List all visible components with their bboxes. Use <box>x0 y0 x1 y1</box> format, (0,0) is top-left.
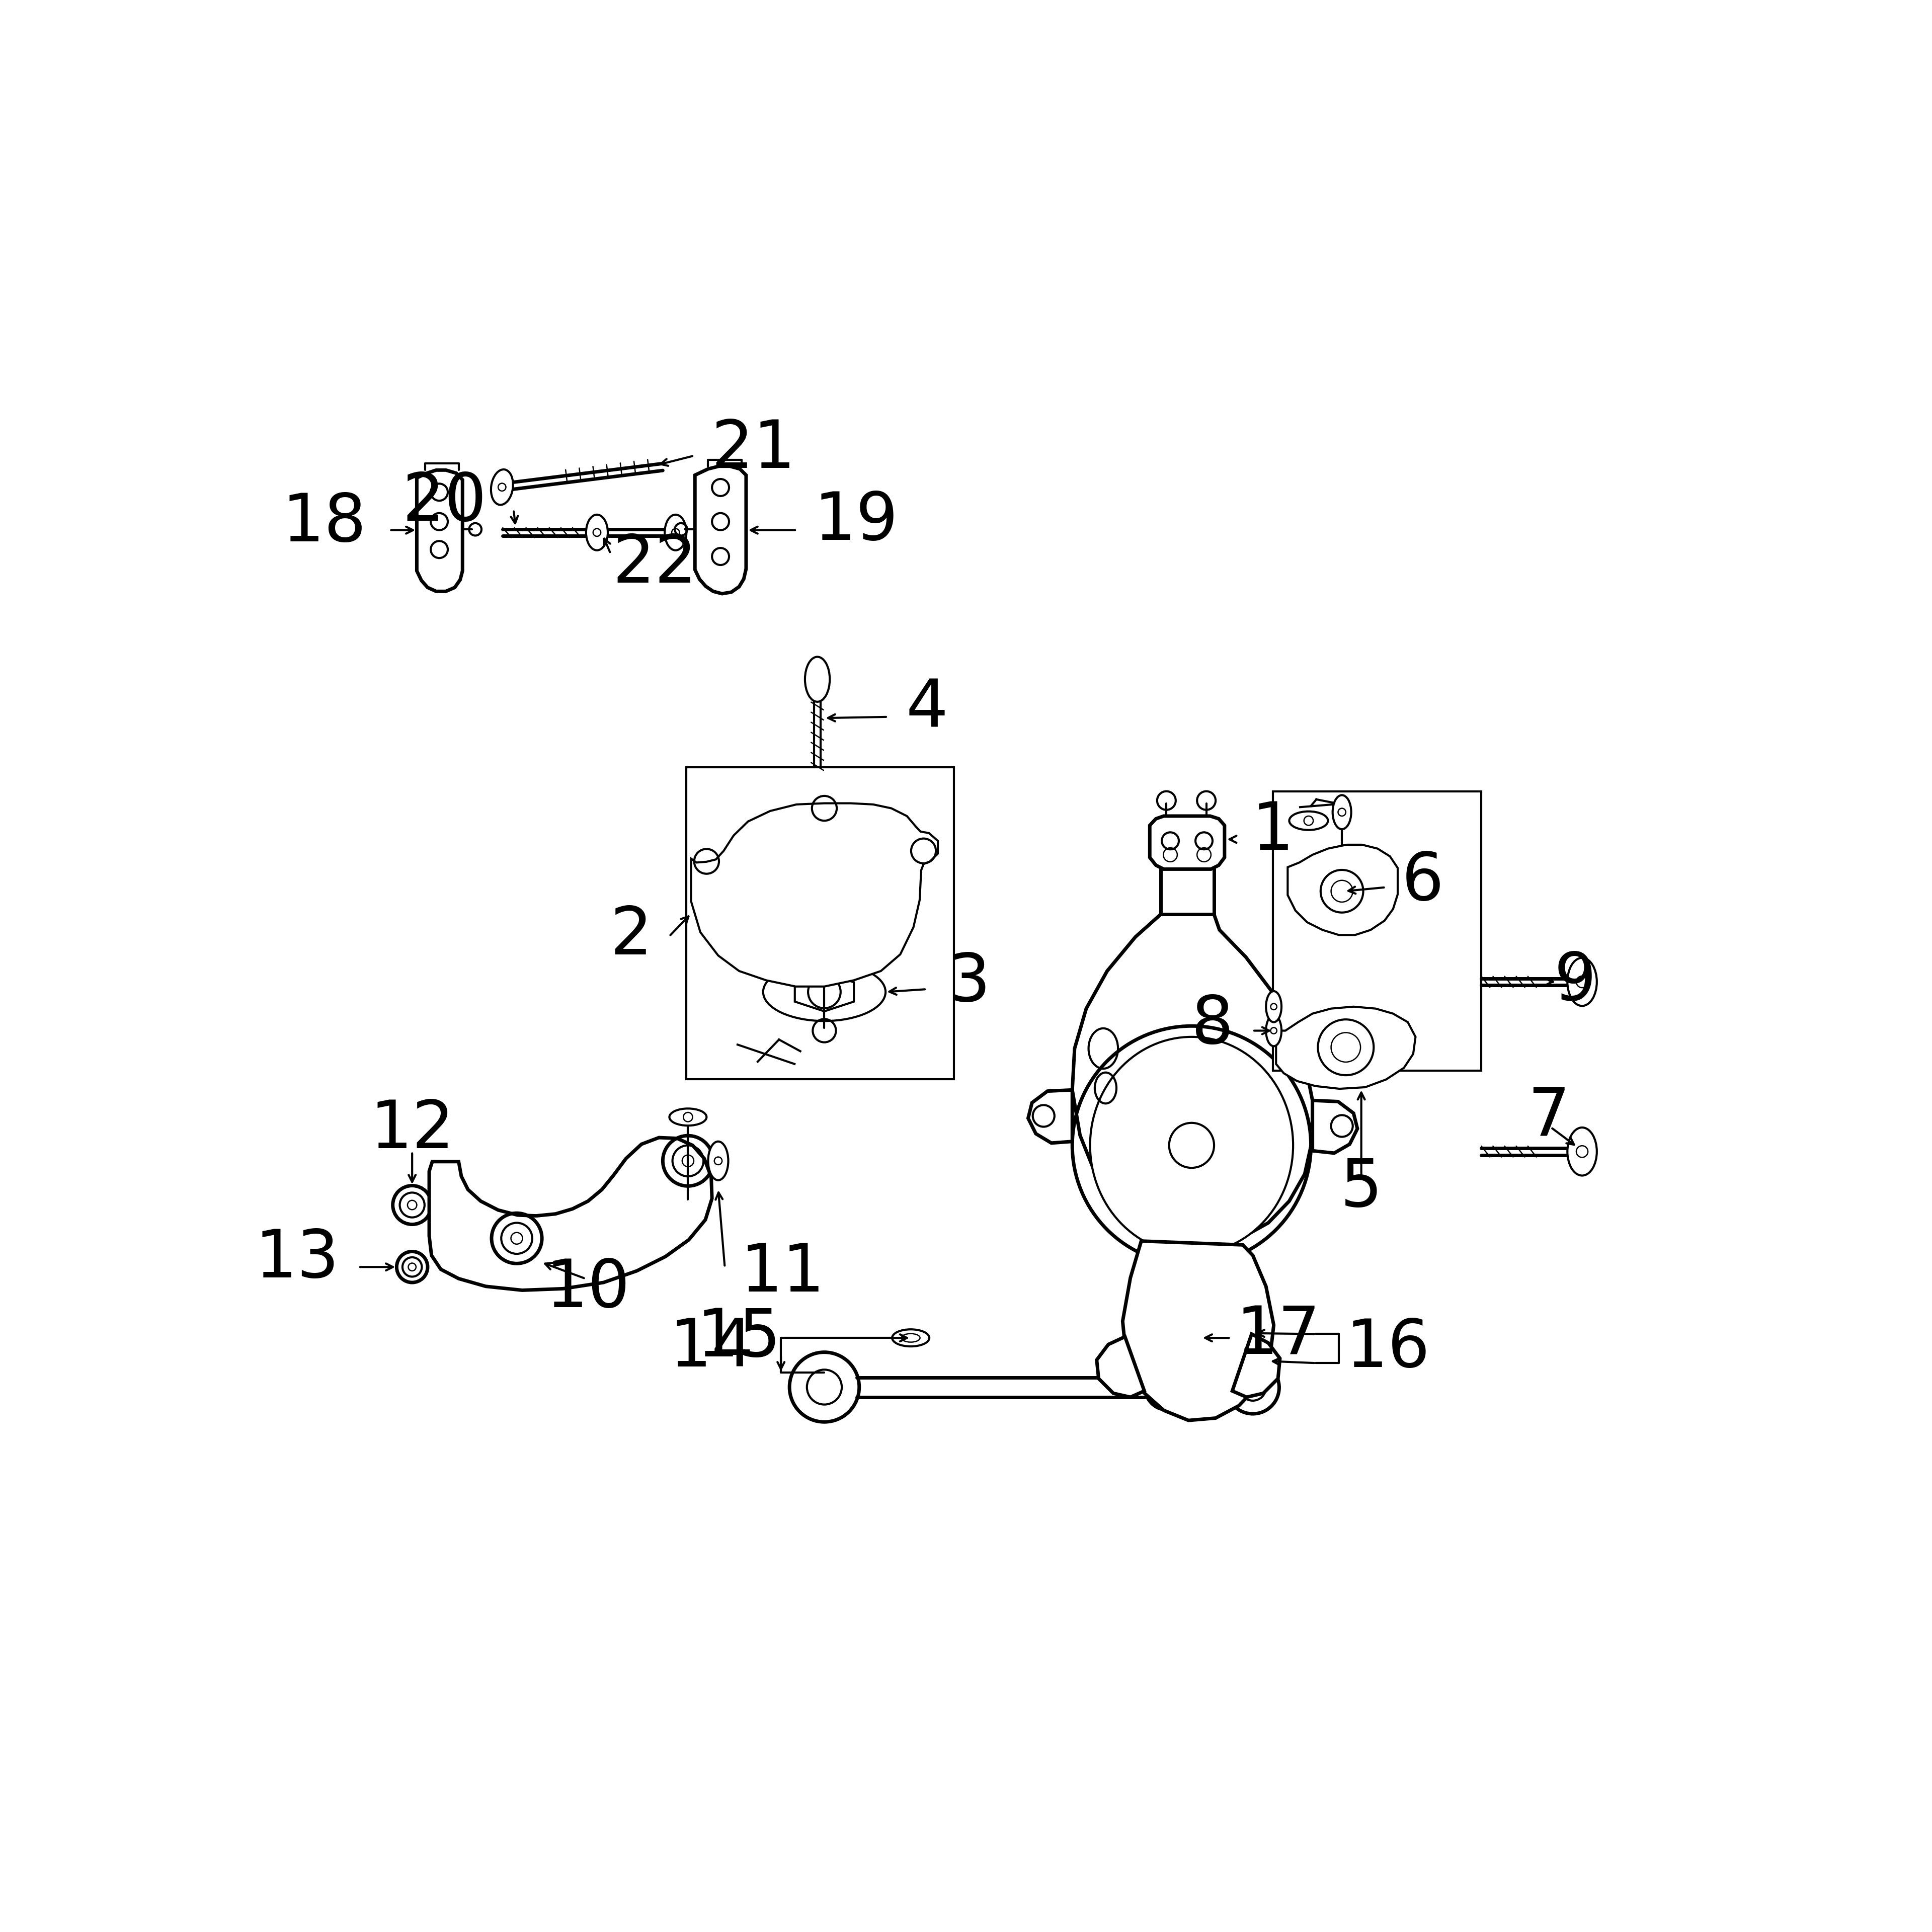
Text: 9: 9 <box>1553 951 1596 1014</box>
Text: 6: 6 <box>1401 850 1443 914</box>
Polygon shape <box>1072 914 1312 1244</box>
Text: 3: 3 <box>949 951 991 1014</box>
Text: 15: 15 <box>697 1306 781 1370</box>
Text: 12: 12 <box>369 1097 454 1161</box>
Ellipse shape <box>1567 1128 1598 1175</box>
Text: 7: 7 <box>1528 1086 1571 1150</box>
Ellipse shape <box>893 1329 929 1347</box>
Text: 20: 20 <box>402 469 487 535</box>
Ellipse shape <box>491 469 514 504</box>
Ellipse shape <box>1567 958 1598 1007</box>
Ellipse shape <box>1333 796 1350 829</box>
Ellipse shape <box>585 514 609 551</box>
Text: 19: 19 <box>813 489 898 554</box>
Ellipse shape <box>1180 1329 1217 1347</box>
Text: 21: 21 <box>711 417 796 481</box>
Ellipse shape <box>1090 1037 1293 1254</box>
Text: 17: 17 <box>1236 1304 1321 1368</box>
Text: 10: 10 <box>547 1256 630 1321</box>
Polygon shape <box>1233 1333 1279 1397</box>
Ellipse shape <box>1244 1325 1262 1343</box>
Circle shape <box>808 976 840 1009</box>
Ellipse shape <box>1289 811 1327 831</box>
Polygon shape <box>429 1138 713 1291</box>
Bar <box>686 767 954 1080</box>
Text: 13: 13 <box>255 1227 340 1291</box>
Ellipse shape <box>709 1142 728 1180</box>
Ellipse shape <box>1242 1316 1264 1350</box>
Text: 8: 8 <box>1192 993 1233 1057</box>
Polygon shape <box>1122 1240 1273 1420</box>
Text: 14: 14 <box>668 1316 753 1379</box>
Polygon shape <box>417 469 462 591</box>
Polygon shape <box>692 804 937 987</box>
Text: 2: 2 <box>611 904 653 968</box>
Polygon shape <box>1287 844 1397 935</box>
Text: 5: 5 <box>1341 1155 1383 1219</box>
Polygon shape <box>1097 1337 1144 1397</box>
Ellipse shape <box>806 657 829 701</box>
Bar <box>1273 792 1482 1070</box>
Text: 16: 16 <box>1347 1318 1430 1381</box>
Text: 18: 18 <box>282 491 367 554</box>
Ellipse shape <box>763 962 885 1020</box>
Text: 1: 1 <box>1252 800 1294 864</box>
Polygon shape <box>1150 815 1225 869</box>
Polygon shape <box>1312 1101 1358 1153</box>
Text: 22: 22 <box>612 533 697 597</box>
Text: 4: 4 <box>906 678 949 742</box>
Ellipse shape <box>1265 1014 1281 1045</box>
Polygon shape <box>1028 1090 1072 1144</box>
Polygon shape <box>696 466 746 593</box>
Ellipse shape <box>665 514 686 551</box>
Ellipse shape <box>1157 1316 1179 1352</box>
Ellipse shape <box>1265 991 1281 1022</box>
Polygon shape <box>794 972 854 1010</box>
Text: 11: 11 <box>740 1240 825 1306</box>
Polygon shape <box>1275 1007 1416 1090</box>
Ellipse shape <box>668 1109 707 1126</box>
